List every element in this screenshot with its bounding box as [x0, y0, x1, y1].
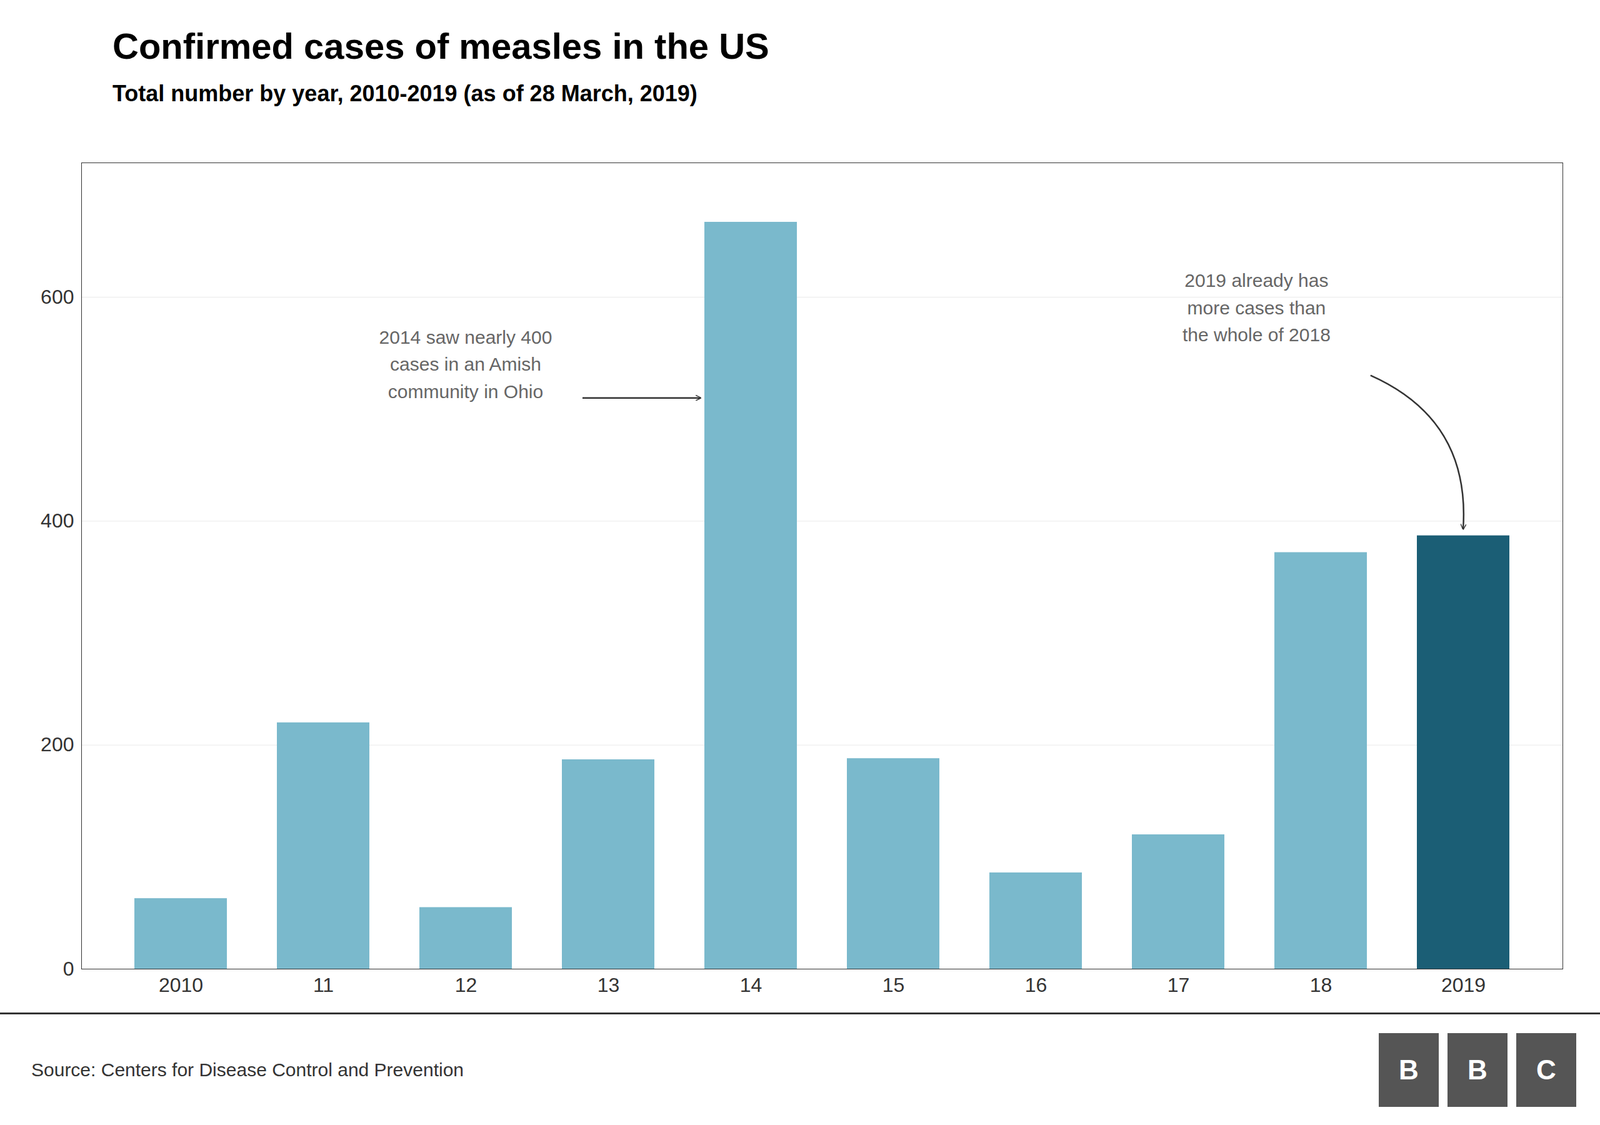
svg-text:600: 600 [40, 285, 74, 309]
svg-text:17: 17 [1167, 973, 1190, 997]
svg-text:0: 0 [63, 957, 75, 980]
svg-text:2014 saw nearly 400cases in an: 2014 saw nearly 400cases in an Amishcomm… [379, 326, 553, 402]
html-text:B: B [1398, 1054, 1419, 1085]
svg-text:11: 11 [313, 973, 334, 997]
svg-text:13: 13 [597, 973, 620, 997]
svg-text:2019: 2019 [1441, 973, 1486, 997]
svg-text:15: 15 [882, 973, 905, 997]
svg-text:2019 already hasmore cases tha: 2019 already hasmore cases thanthe whole… [1182, 270, 1331, 345]
svg-text:2010: 2010 [158, 973, 204, 997]
html-text:C: C [1536, 1054, 1557, 1085]
svg-text:200: 200 [40, 733, 74, 756]
html-text:Total number by year, 2010-201: Total number by year, 2010-2019 (as of 2… [112, 80, 698, 107]
svg-text:400: 400 [40, 509, 74, 532]
svg-text:18: 18 [1310, 973, 1333, 997]
html-text:Source: Centers for Disease Co: Source: Centers for Disease Control and … [31, 1059, 464, 1080]
svg-text:12: 12 [455, 973, 478, 997]
html-text:B: B [1467, 1054, 1488, 1085]
svg-text:14: 14 [740, 973, 763, 997]
html-text:Confirmed cases of measles in: Confirmed cases of measles in the US [112, 25, 770, 67]
svg-text:16: 16 [1025, 973, 1048, 997]
